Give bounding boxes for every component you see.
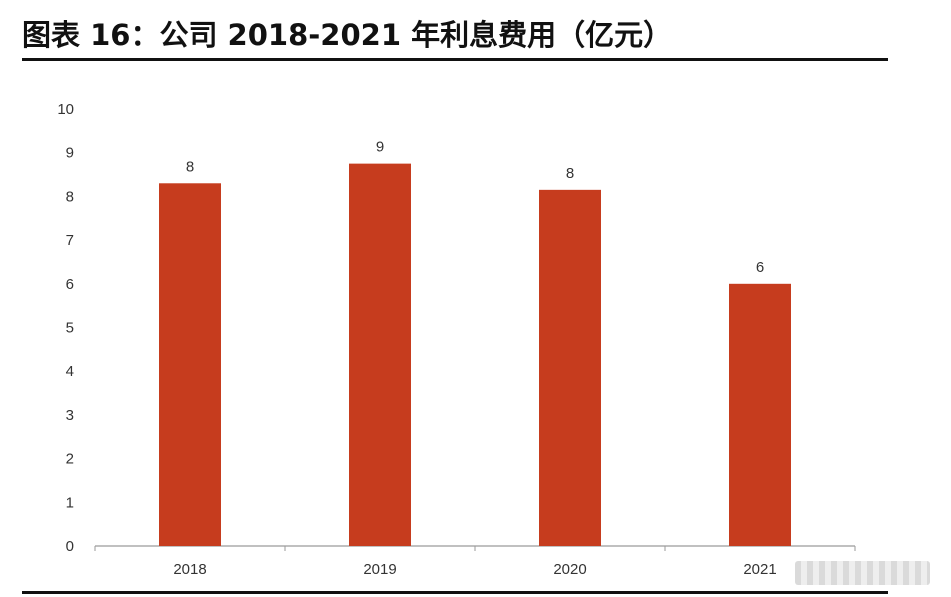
x-tick-label-2021: 2021 (743, 561, 776, 578)
y-tick-label-0: 0 (66, 538, 74, 555)
y-tick-label-9: 9 (66, 145, 74, 162)
y-tick-label-7: 7 (66, 232, 74, 249)
data-label-2020: 8 (566, 165, 574, 182)
data-label-2019: 9 (376, 139, 384, 156)
data-label-2018: 8 (186, 158, 194, 175)
bottom-rule (22, 591, 888, 594)
bar-2021 (729, 283, 791, 546)
title-underline (22, 58, 888, 61)
y-tick-label-10: 10 (57, 101, 74, 118)
y-tick-label-5: 5 (66, 320, 74, 337)
x-axis: 2018 2019 2020 2021 (94, 545, 856, 578)
bars (159, 163, 791, 547)
x-tick-label-2019: 2019 (363, 561, 396, 578)
y-tick-label-4: 4 (66, 363, 74, 380)
bar-2018 (159, 183, 221, 547)
y-tick-label-2: 2 (66, 451, 74, 468)
data-labels: 8 9 8 6 (186, 139, 764, 276)
chart-title: 图表 16：公司 2018-2021 年利息费用（亿元） (22, 18, 673, 52)
y-tick-label-3: 3 (66, 407, 74, 424)
data-label-2021: 6 (756, 259, 764, 276)
blurred-watermark (795, 561, 930, 585)
x-tick-label-2018: 2018 (173, 561, 206, 578)
x-tick-label-2020: 2020 (553, 561, 586, 578)
bar-2020 (539, 189, 601, 546)
y-axis: 0 1 2 3 4 5 6 7 8 9 10 (57, 101, 74, 555)
y-tick-label-8: 8 (66, 188, 74, 205)
y-tick-label-1: 1 (66, 494, 74, 511)
bar-2019 (349, 163, 411, 546)
y-tick-label-6: 6 (66, 276, 74, 293)
